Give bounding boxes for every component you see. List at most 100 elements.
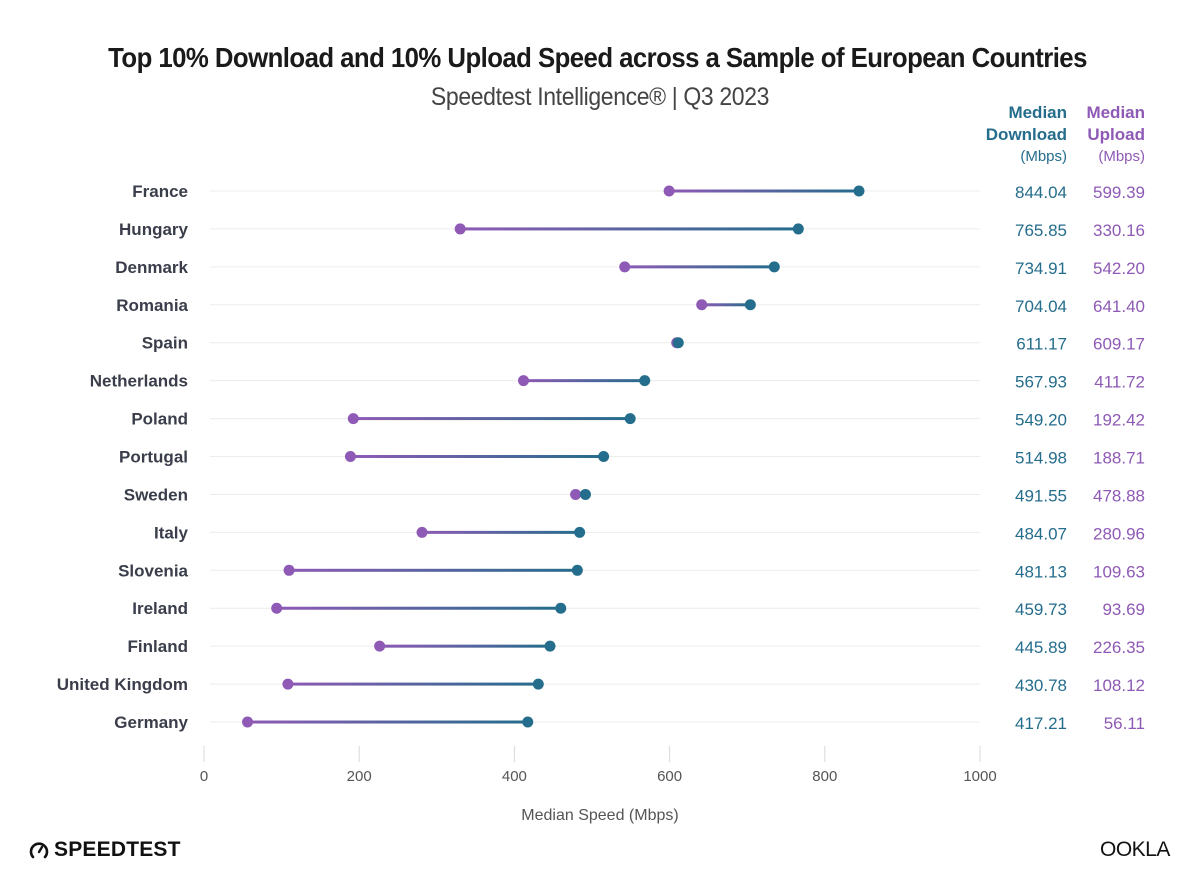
download-header-unit: (Mbps) <box>1020 148 1067 165</box>
x-tick-label: 400 <box>502 768 527 785</box>
upload-header-line1: Median <box>1086 103 1145 122</box>
upload-point <box>696 299 708 311</box>
upload-point <box>242 716 254 728</box>
country-label: Germany <box>114 713 188 732</box>
upload-value-label: 641.40 <box>1093 297 1145 316</box>
country-label: Spain <box>142 334 188 353</box>
upload-value-label: 188.71 <box>1093 449 1145 468</box>
upload-value-label: 542.20 <box>1093 259 1145 278</box>
country-label: Finland <box>128 637 188 656</box>
upload-point <box>619 261 631 273</box>
speedtest-logo-text: SPEEDTEST <box>54 838 181 861</box>
country-label: United Kingdom <box>57 675 188 694</box>
download-point <box>598 451 610 463</box>
speedtest-logo: SPEEDTEST <box>28 838 181 862</box>
connector-line <box>669 189 859 193</box>
x-tick-label: 600 <box>657 768 682 785</box>
upload-header-unit: (Mbps) <box>1098 148 1145 165</box>
chart-subtitle: Speedtest Intelligence® | Q3 2023 <box>430 83 770 111</box>
upload-point <box>282 678 294 690</box>
upload-value-label: 192.42 <box>1093 411 1145 430</box>
chart-title: Top 10% Download and 10% Upload Speed ac… <box>108 42 1087 73</box>
connector-line <box>350 455 604 459</box>
download-header-line2: Download <box>985 125 1067 144</box>
connector-line <box>289 568 578 572</box>
download-point <box>744 299 756 311</box>
x-axis: 0 200 400 600 800 1000 <box>200 746 997 785</box>
connector-line <box>353 417 631 421</box>
download-point <box>555 602 567 614</box>
download-point <box>574 526 586 538</box>
download-value-label: 704.04 <box>1015 297 1067 316</box>
country-label: Sweden <box>124 485 188 504</box>
country-label: Slovenia <box>118 561 188 580</box>
upload-value-label: 109.63 <box>1093 562 1145 581</box>
upload-point <box>374 640 386 652</box>
download-value-label: 417.21 <box>1015 714 1067 733</box>
download-point <box>532 678 544 690</box>
download-value-label: 484.07 <box>1015 524 1067 543</box>
gauge-icon <box>29 842 49 859</box>
download-point <box>639 375 651 387</box>
upload-value-label: 609.17 <box>1093 335 1145 354</box>
download-point <box>792 223 804 235</box>
upload-point <box>283 564 295 576</box>
country-label: Poland <box>131 410 188 429</box>
country-label: Denmark <box>115 258 188 277</box>
upload-value-label: 226.35 <box>1093 638 1145 657</box>
upload-value-label: 330.16 <box>1093 221 1145 240</box>
download-point <box>853 185 865 197</box>
country-label: Portugal <box>119 448 188 467</box>
upload-value-label: 56.11 <box>1104 714 1145 733</box>
download-value-label: 567.93 <box>1015 373 1067 392</box>
download-point <box>579 488 591 500</box>
download-point <box>768 261 780 273</box>
country-label: Netherlands <box>90 372 188 391</box>
download-value-label: 459.73 <box>1015 600 1067 619</box>
download-value-label: 844.04 <box>1015 183 1067 202</box>
download-value-label: 445.89 <box>1015 638 1067 657</box>
country-label: Ireland <box>132 599 188 618</box>
upload-point <box>454 223 466 235</box>
x-tick-label: 200 <box>347 768 372 785</box>
x-tick-label: 1000 <box>963 768 996 785</box>
download-value-label: 765.85 <box>1015 221 1067 240</box>
ookla-logo: OOKLA <box>1100 838 1170 861</box>
upload-header-line2: Upload <box>1087 125 1145 144</box>
country-label: Hungary <box>119 220 189 239</box>
download-point <box>522 716 534 728</box>
upload-value-label: 599.39 <box>1093 183 1145 202</box>
country-label: France <box>132 182 188 201</box>
download-value-label: 549.20 <box>1015 411 1067 430</box>
upload-point <box>271 602 283 614</box>
download-header-line1: Median <box>1008 103 1067 122</box>
download-value-label: 481.13 <box>1015 562 1067 581</box>
upload-point <box>663 185 675 197</box>
download-value-label: 491.55 <box>1015 486 1067 505</box>
connector-line <box>523 379 645 383</box>
connector-line <box>701 303 751 307</box>
upload-point <box>570 488 582 500</box>
country-label: Italy <box>154 523 189 542</box>
upload-point <box>517 375 529 387</box>
connector-line <box>422 530 580 534</box>
download-value-label: 514.98 <box>1015 449 1067 468</box>
x-tick-label: 0 <box>200 768 208 785</box>
connector-line <box>276 606 561 610</box>
upload-point <box>344 451 356 463</box>
download-point <box>672 337 684 349</box>
download-value-label: 734.91 <box>1015 259 1067 278</box>
download-point <box>544 640 556 652</box>
plot-area: France Hungary Denmark Romania Spain Netherla… <box>57 182 865 732</box>
upload-value-label: 411.72 <box>1094 373 1145 392</box>
download-point <box>571 564 583 576</box>
upload-column-header: Median Upload (Mbps) <box>1070 102 1145 168</box>
download-value-label: 611.17 <box>1016 335 1067 354</box>
upload-value-label: 478.88 <box>1093 486 1145 505</box>
country-label: Romania <box>116 296 188 315</box>
x-tick-label: 800 <box>812 768 837 785</box>
x-axis-label: Median Speed (Mbps) <box>521 807 678 824</box>
connector-line <box>287 682 539 686</box>
upload-value-label: 280.96 <box>1093 524 1145 543</box>
